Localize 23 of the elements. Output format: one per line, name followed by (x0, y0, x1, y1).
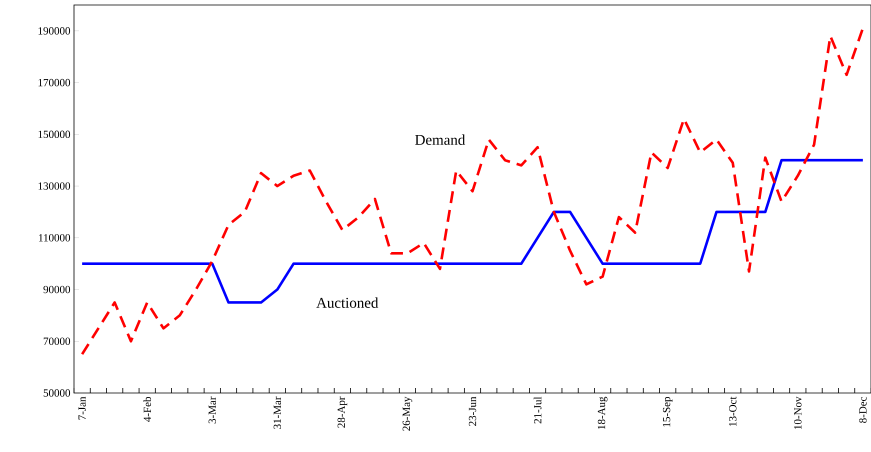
x-tick-label: 28-Apr (338, 396, 348, 428)
series-label: Demand (415, 134, 466, 145)
x-tick-label: 10-Nov (794, 396, 802, 430)
x-tick-label: 15-Sep (662, 396, 672, 427)
x-tick-label: 21-Jul (534, 396, 542, 424)
y-tick-label: 90000 (43, 286, 70, 294)
y-tick-label: 130000 (38, 182, 70, 190)
y-tick-label: 190000 (38, 27, 70, 35)
text: Auctioned (316, 297, 378, 308)
y-tick-label: 50000 (44, 389, 70, 397)
x-tick-label: 3-Mar (208, 396, 216, 424)
y-tick-label: 170000 (38, 78, 70, 86)
x-tick-label: 31-Mar (274, 396, 281, 429)
x-tick-label: 13-Oct (729, 396, 736, 426)
x-tick-label: 7-Jan (78, 396, 86, 420)
x-tick-label: 8-Dec (859, 396, 867, 423)
x-tick-label: 18-Aug (598, 396, 608, 430)
x-tick-label: 26-May (402, 396, 412, 431)
x-tick-label: 4-Feb (143, 396, 152, 422)
y-tick-label: 70000 (44, 338, 70, 345)
y-tick-label: 110000 (38, 234, 70, 242)
x-tick-label: 23-Jun (468, 396, 476, 426)
y-tick-label: 150000 (38, 130, 70, 138)
